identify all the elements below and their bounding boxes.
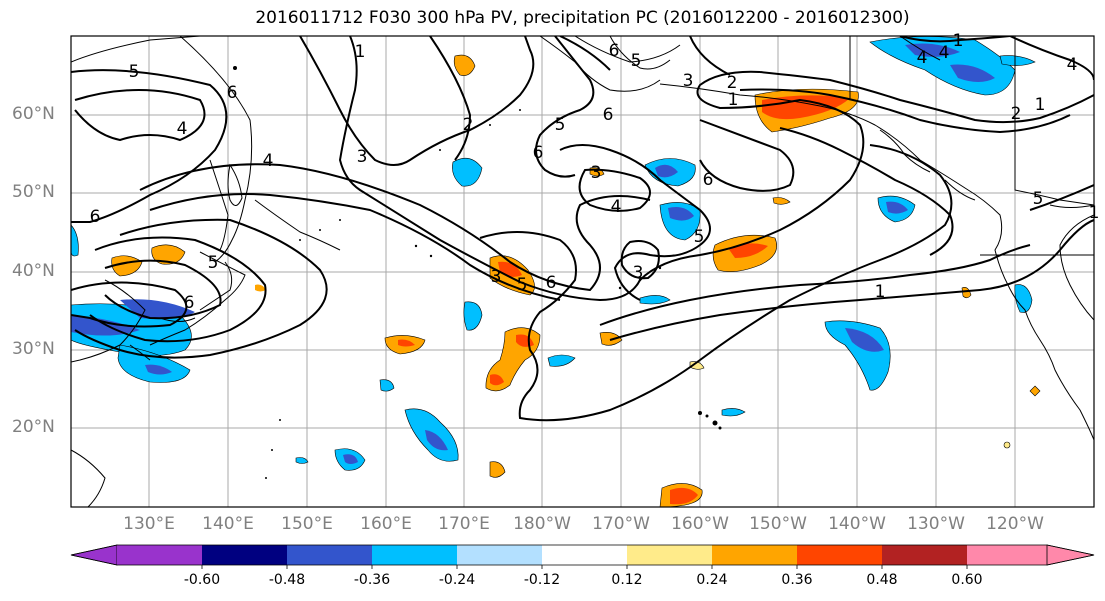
lon-label-170e: 170°E — [438, 514, 490, 534]
lon-label-160e: 160°E — [360, 514, 412, 534]
contour-label: 5 — [208, 253, 219, 273]
contour-label: 6 — [533, 143, 544, 163]
contour-label: 6 — [184, 293, 195, 313]
contour-label: 4 — [939, 43, 950, 63]
colorbar-tick-label: 0.60 — [951, 572, 983, 588]
contour-label: 6 — [546, 273, 557, 293]
islands — [233, 66, 722, 479]
contour-label: 5 — [1033, 189, 1044, 209]
colorbar-segment — [967, 545, 1047, 565]
map-title: 2016011712 F030 300 hPa PV, precipitatio… — [255, 8, 910, 28]
lon-label-130e: 130°E — [123, 514, 175, 534]
colorbar-tick-label: 0.36 — [781, 572, 813, 588]
lon-label-130w: 130°W — [907, 514, 965, 534]
colorbar-segment — [797, 545, 882, 565]
lon-label-140w: 140°W — [828, 514, 886, 534]
lon-label-170w: 170°W — [592, 514, 650, 534]
colorbar-tick-label: -0.24 — [438, 572, 476, 588]
lon-label-160w: 160°W — [671, 514, 729, 534]
contour-label: 2 — [727, 73, 738, 93]
colorbar-segment — [882, 545, 967, 565]
colorbar-tick-label: -0.48 — [268, 572, 306, 588]
contour-label: 6 — [609, 41, 620, 61]
lon-label-150w: 150°W — [749, 514, 807, 534]
contour-label: 6 — [90, 207, 101, 227]
lat-label-60n: 60°N — [12, 104, 55, 124]
gridlines — [71, 36, 1094, 507]
colorbar-segment — [202, 545, 287, 565]
contour-label: 6 — [603, 105, 614, 125]
contour-label: 4 — [611, 197, 622, 217]
contour-label: 3 — [633, 263, 644, 283]
colorbar-segment — [712, 545, 797, 565]
colorbar-tick-label: 0.48 — [866, 572, 898, 588]
colorbar-tick-label: 0.12 — [611, 572, 643, 588]
contour-label: 6 — [703, 170, 714, 190]
contour-labels: 5 6 4 4 6 5 6 1 2 3 6 5 5 6 6 4 5 3 3 5 … — [90, 31, 1100, 313]
colorbar-tick-label: -0.60 — [183, 572, 221, 588]
lat-label-20n: 20°N — [12, 417, 55, 437]
contour-label: 6 — [227, 83, 238, 103]
positive-precip-patches — [111, 54, 1041, 507]
lon-label-120w: 120°W — [986, 514, 1044, 534]
contour-label: 4 — [917, 48, 928, 68]
colorbar-tick-label: -0.12 — [523, 572, 561, 588]
contour-label: 1 — [875, 282, 886, 302]
lat-label-40n: 40°N — [12, 261, 55, 281]
lon-label-180w: 180°W — [513, 514, 571, 534]
contour-label: 5 — [555, 115, 566, 135]
contour-label: 4 — [1067, 55, 1078, 75]
colorbar-tick-label: -0.36 — [353, 572, 391, 588]
map-panel: 5 6 4 4 6 5 6 1 2 3 6 5 5 6 6 4 5 3 3 5 … — [70, 31, 1100, 508]
map-frame — [70, 35, 1095, 508]
colorbar-tick-label: 0.24 — [696, 572, 728, 588]
lon-label-140e: 140°E — [202, 514, 254, 534]
contour-label: 4 — [263, 151, 274, 171]
contour-label: 1 — [953, 31, 964, 51]
contour-label: 2 — [463, 115, 474, 135]
colorbar-extend-high — [1046, 544, 1095, 566]
contour-label: 1 — [728, 90, 739, 110]
lat-label-30n: 30°N — [12, 339, 55, 359]
lon-label-150e: 150°E — [281, 514, 333, 534]
colorbar-segment — [627, 545, 712, 565]
colorbar-segment — [117, 545, 202, 565]
colorbar-segment — [287, 545, 372, 565]
contour-label: 3 — [491, 267, 502, 287]
pv-contours — [71, 36, 1094, 422]
contour-label: 3 — [357, 147, 368, 167]
lat-label-50n: 50°N — [12, 182, 55, 202]
colorbar-segment — [542, 545, 627, 565]
contour-label: 5 — [517, 275, 528, 295]
contour-label: 5 — [129, 62, 140, 82]
colorbar-extend-low — [70, 544, 118, 566]
contour-label: 3 — [683, 71, 694, 91]
contour-label: 3 — [591, 163, 602, 183]
colorbar-segment — [457, 545, 542, 565]
contour-label: 1 — [1035, 95, 1046, 115]
contour-label: 2 — [1011, 104, 1022, 124]
contour-label: 5 — [631, 51, 642, 71]
colorbar-segment — [372, 545, 457, 565]
contour-label: 5 — [694, 227, 705, 247]
contour-label: 1 — [355, 42, 366, 62]
contour-label: 4 — [177, 119, 188, 139]
